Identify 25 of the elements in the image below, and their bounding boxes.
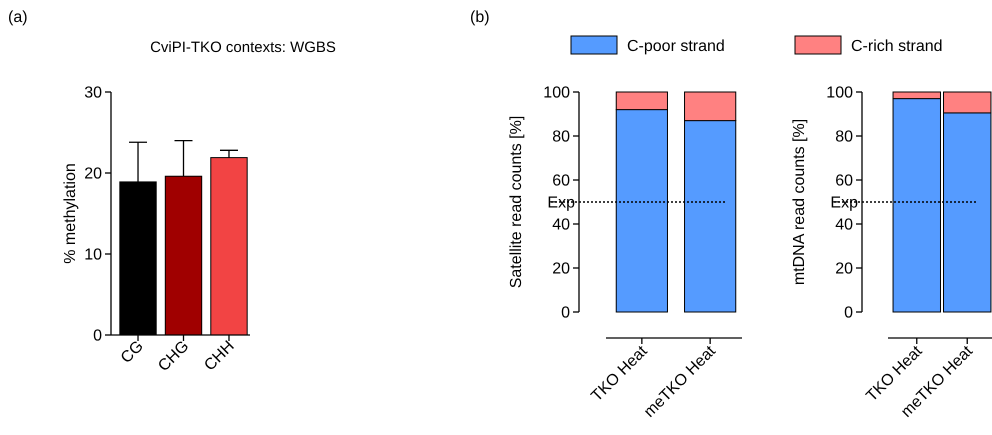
legend-label: C-rich strand (851, 38, 943, 55)
y-tick-label: 40 (552, 216, 570, 234)
y-tick-label: 100 (543, 84, 570, 102)
y-tick-label: 10 (84, 246, 102, 264)
y-tick-label: 0 (844, 304, 854, 322)
y-axis-title: mtDNA read counts [%] (791, 118, 808, 286)
y-tick-label: 20 (84, 166, 102, 182)
y-tick-label: 30 (84, 84, 102, 102)
y-tick-label: 0 (93, 328, 102, 344)
y-axis-title: % methylation (62, 163, 79, 264)
chart-title: CviPI-TKO contexts: WGBS (150, 39, 336, 56)
y-tick-label: 20 (835, 260, 854, 278)
legend-label: C-poor strand (627, 38, 725, 55)
y-tick-label: 40 (835, 216, 854, 234)
y-tick-label: 80 (835, 128, 854, 146)
y-tick-label: 100 (826, 84, 854, 102)
y-tick-label: 80 (552, 128, 570, 146)
text: (b) (470, 9, 490, 26)
y-axis-title: Satellite read counts [%] (508, 116, 525, 288)
y-tick-label: 60 (835, 172, 854, 190)
y-tick-label: 20 (552, 260, 570, 278)
x-tick-label: CG (118, 338, 147, 367)
y-tick-label: 0 (561, 304, 570, 322)
text: (a) (8, 9, 28, 26)
y-tick-label: 60 (552, 172, 570, 190)
